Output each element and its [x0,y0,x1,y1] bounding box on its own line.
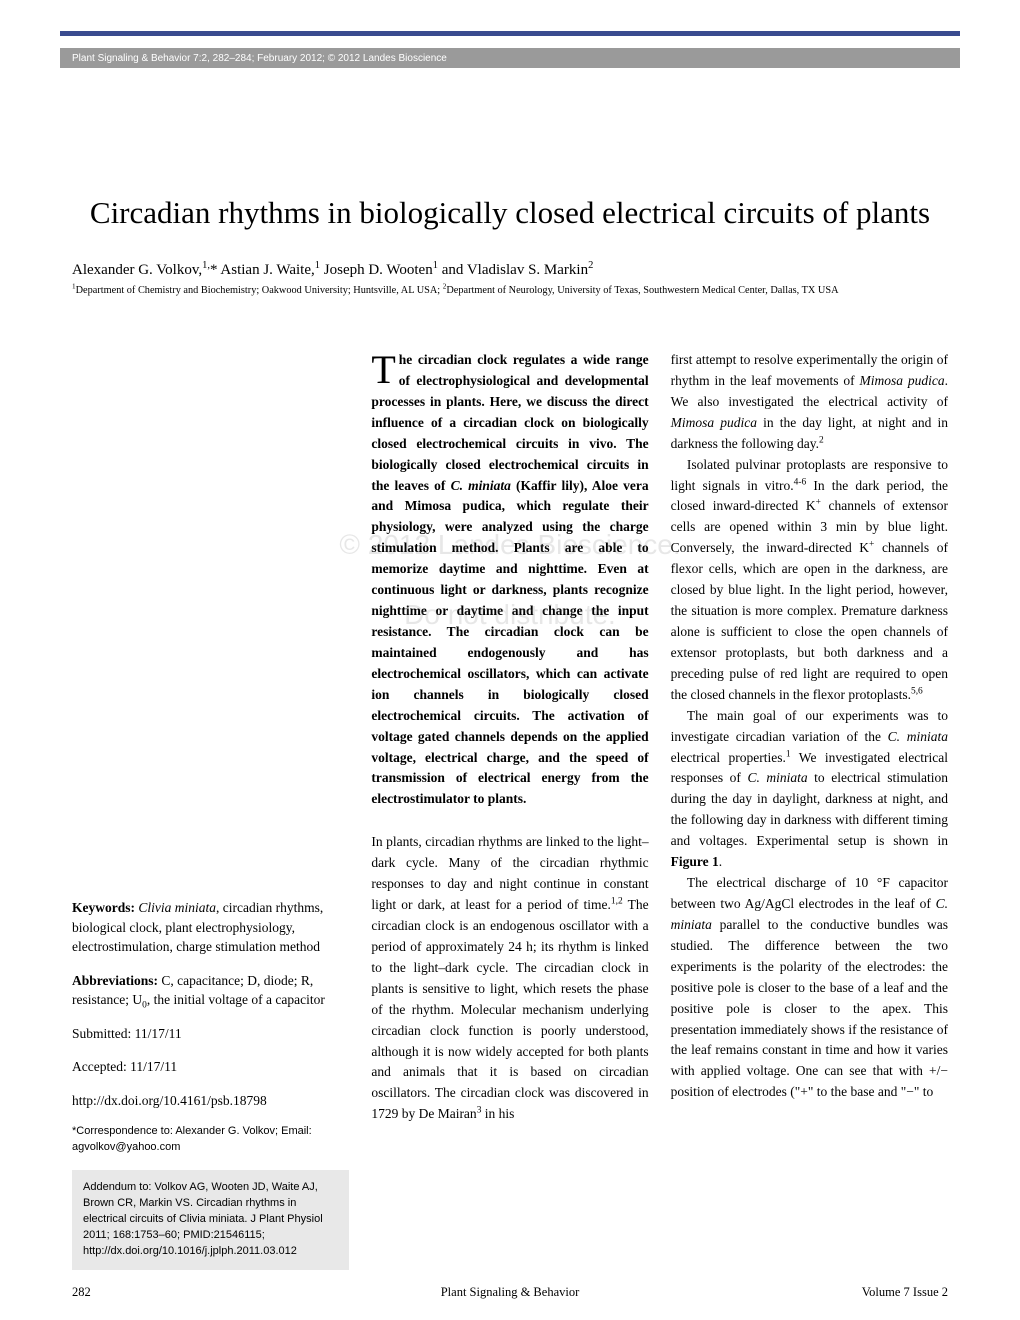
submitted-block: Submitted: 11/17/11 [72,1024,349,1044]
top-accent-bar [60,31,960,36]
accepted-block: Accepted: 11/17/11 [72,1057,349,1077]
doi-link[interactable]: http://dx.doi.org/10.4161/psb.18798 [72,1093,267,1108]
abbrev-label: Abbreviations: [72,973,158,988]
abbreviations-block: Abbreviations: C, capacitance; D, diode;… [72,971,349,1010]
addendum-box: Addendum to: Volkov AG, Wooten JD, Waite… [72,1170,349,1270]
content-columns: Keywords: Clivia miniata, circadian rhyt… [72,350,948,1270]
column-3: first attempt to resolve experimentally … [671,350,948,1270]
accepted-label: Accepted: [72,1059,127,1074]
footer-journal: Plant Signaling & Behavior [72,1285,948,1300]
keywords-label: Keywords: [72,900,135,915]
keywords-block: Keywords: Clivia miniata, circadian rhyt… [72,898,349,957]
submitted-date: 11/17/11 [131,1026,181,1041]
col3-body: first attempt to resolve experimentally … [671,350,948,1103]
article-title: Circadian rhythms in biologically closed… [60,195,960,231]
column-1: Keywords: Clivia miniata, circadian rhyt… [72,350,349,1270]
abstract-gap [371,810,648,832]
column-2: The circadian clock regulates a wide ran… [371,350,648,1270]
page-footer: 282 Plant Signaling & Behavior Volume 7 … [72,1285,948,1300]
author-list: Alexander G. Volkov,1,* Astian J. Waite,… [72,262,948,279]
affiliations: 1Department of Chemistry and Biochemistr… [72,284,948,298]
accepted-date: 11/17/11 [127,1059,177,1074]
doi-block: http://dx.doi.org/10.4161/psb.18798 [72,1091,349,1111]
correspondence-block: *Correspondence to: Alexander G. Volkov;… [72,1124,349,1156]
abstract-text: The circadian clock regulates a wide ran… [371,350,648,810]
journal-citation: Plant Signaling & Behavior 7:2, 282–284;… [72,53,447,64]
col1-spacer [72,350,349,898]
sidebar-metadata: Keywords: Clivia miniata, circadian rhyt… [72,898,349,1270]
submitted-label: Submitted: [72,1026,131,1041]
header-band: Plant Signaling & Behavior 7:2, 282–284;… [60,48,960,68]
col2-body: In plants, circadian rhythms are linked … [371,832,648,1125]
